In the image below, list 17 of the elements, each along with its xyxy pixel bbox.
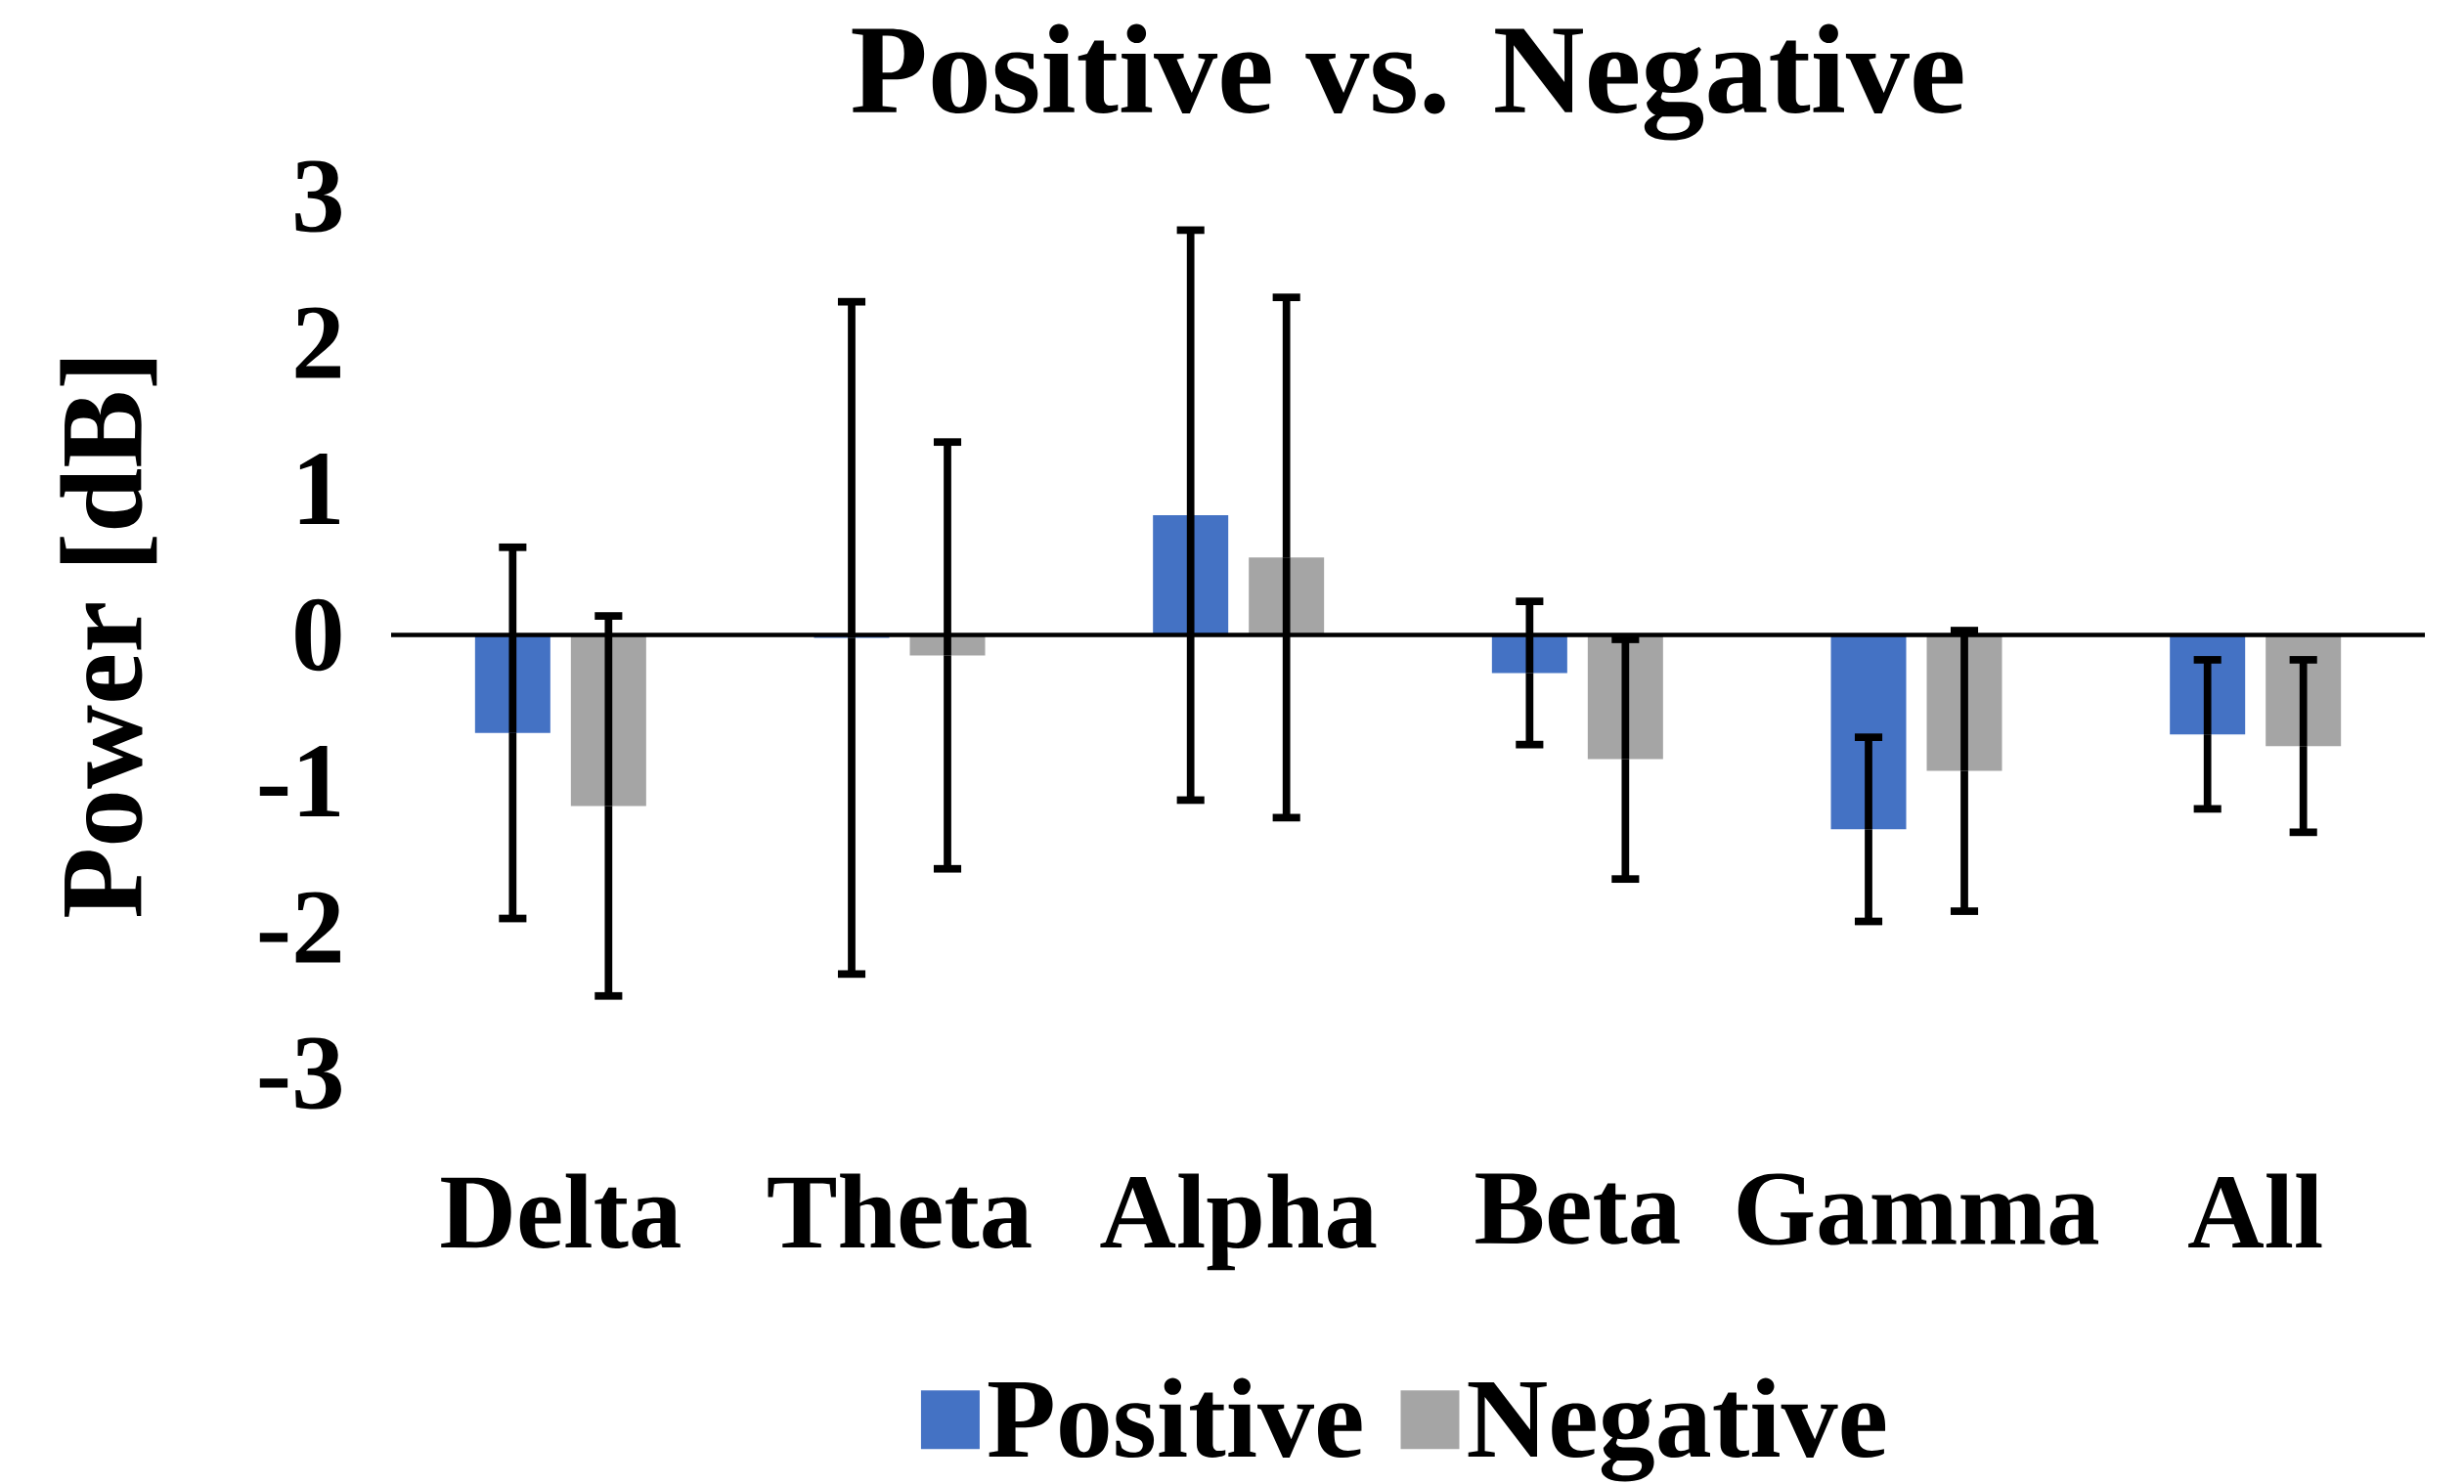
y-tick-label: 1 xyxy=(299,454,339,524)
x-tick-label: Theta xyxy=(768,1173,1032,1249)
legend-label: Positive xyxy=(988,1377,1362,1459)
y-tick-label: -1 xyxy=(259,746,339,816)
x-tick-label: Beta xyxy=(1475,1173,1680,1244)
y-axis-title: Power [dB] xyxy=(60,360,157,917)
chart-title: Positive vs. Negative xyxy=(852,23,1963,141)
x-tick-label: All xyxy=(2188,1173,2322,1248)
y-tick-label: 0 xyxy=(295,598,341,672)
legend-label: Negative xyxy=(1468,1377,1886,1482)
x-tick-label: Gamma xyxy=(1738,1173,2099,1245)
y-tick-label: 2 xyxy=(295,307,340,378)
y-tick-label: -2 xyxy=(259,892,340,963)
y-tick-label: -3 xyxy=(259,1037,341,1110)
x-tick-label: Delta xyxy=(441,1173,681,1249)
x-tick-label: Alpha xyxy=(1100,1173,1377,1271)
y-tick-label: 3 xyxy=(295,160,341,233)
